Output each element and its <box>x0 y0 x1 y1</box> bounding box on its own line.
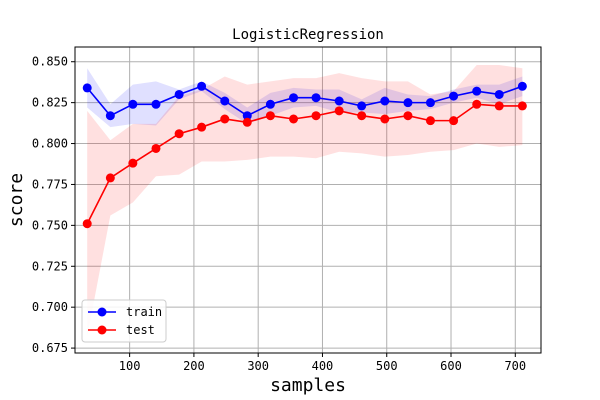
legend: train test <box>81 299 167 343</box>
test-band <box>87 65 523 337</box>
train-point <box>380 96 390 106</box>
y-tick-label: 0.675 <box>32 341 68 355</box>
y-tick-label: 0.750 <box>32 218 68 232</box>
test-point <box>151 143 161 153</box>
test-point <box>197 122 207 132</box>
train-point <box>449 91 459 101</box>
y-axis-label: score <box>6 173 27 227</box>
train-point <box>289 93 299 103</box>
test-point <box>380 114 390 124</box>
train-point <box>311 93 321 103</box>
y-tick-label: 0.725 <box>32 259 68 273</box>
test-point <box>289 114 299 124</box>
legend-train-label: train <box>126 305 162 319</box>
legend-train-marker <box>97 307 107 317</box>
y-axis-ticks: 0.675 0.700 0.725 0.750 0.775 0.800 0.825 0.850 <box>32 55 75 355</box>
test-point <box>128 158 138 168</box>
x-tick-label: 700 <box>504 359 526 373</box>
x-tick-label: 300 <box>247 359 269 373</box>
x-tick-label: 500 <box>376 359 398 373</box>
train-point <box>265 99 275 109</box>
test-point <box>82 219 92 229</box>
test-point <box>174 129 184 139</box>
y-tick-label: 0.700 <box>32 300 68 314</box>
test-point <box>242 117 252 127</box>
test-point <box>334 106 344 116</box>
test-point <box>357 111 367 121</box>
test-point <box>105 173 115 183</box>
test-point <box>220 114 230 124</box>
train-point <box>334 96 344 106</box>
chart-title: LogisticRegression <box>232 27 384 43</box>
series-points <box>82 81 527 229</box>
train-point <box>151 99 161 109</box>
y-tick-label: 0.850 <box>32 55 68 69</box>
y-tick-label: 0.800 <box>32 137 68 151</box>
test-point <box>265 111 275 121</box>
x-axis-ticks: 100 200 300 400 500 600 700 <box>119 353 526 373</box>
x-tick-label: 600 <box>440 359 462 373</box>
legend-test-marker <box>97 325 107 335</box>
y-tick-label: 0.775 <box>32 177 68 191</box>
train-point <box>472 86 482 96</box>
x-tick-label: 200 <box>183 359 205 373</box>
train-point <box>425 98 435 108</box>
test-point <box>449 116 459 126</box>
train-point <box>220 96 230 106</box>
train-point <box>403 98 413 108</box>
train-point <box>82 83 92 93</box>
train-point <box>174 89 184 99</box>
test-point <box>311 111 321 121</box>
plot-frame <box>74 46 542 354</box>
test-point <box>425 116 435 126</box>
x-tick-label: 100 <box>119 359 141 373</box>
train-point <box>517 81 527 91</box>
x-tick-label: 400 <box>312 359 334 373</box>
train-point <box>242 111 252 121</box>
legend-test-label: test <box>126 323 155 337</box>
test-point <box>472 99 482 109</box>
y-tick-label: 0.825 <box>32 96 68 110</box>
test-point <box>517 101 527 111</box>
test-point <box>403 111 413 121</box>
train-point <box>197 81 207 91</box>
train-point <box>357 101 367 111</box>
train-point <box>105 111 115 121</box>
train-point <box>494 89 504 99</box>
train-point <box>128 99 138 109</box>
test-point <box>494 101 504 111</box>
x-axis-label: samples <box>270 375 346 396</box>
